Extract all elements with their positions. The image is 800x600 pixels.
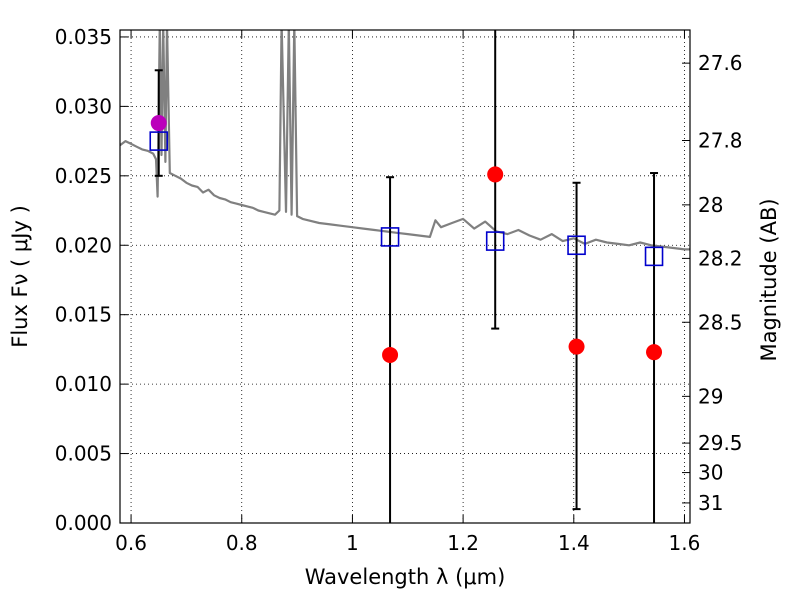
x-tick-label: 1: [346, 531, 359, 555]
x-tick-label: 0.6: [115, 531, 147, 555]
model-point: [644, 246, 664, 267]
x-tick-label: 1.6: [669, 531, 701, 555]
y-tick-label: 0.020: [55, 233, 112, 257]
y-axis-label: Flux Fν ( μJy ): [8, 205, 32, 348]
model-point: [567, 235, 586, 256]
series-layer: [120, 30, 690, 523]
mag-tick-label: 31: [698, 491, 723, 515]
data-point: [487, 166, 504, 183]
mag-tick-label: 27.8: [698, 129, 743, 153]
x-axis-label: Wavelength λ (μm): [305, 565, 506, 589]
model-point: [485, 231, 505, 251]
ticks: 0.6 0.8 1 1.2 1.4 1.6 0.000 0.005 0.010 0.015 0.02…: [55, 25, 743, 555]
mag-tick-label: 28: [698, 193, 723, 217]
mag-tick-label: 28.5: [698, 310, 743, 334]
mag-tick-label: 27.6: [698, 51, 743, 75]
mag-tick-label: 28.2: [698, 246, 743, 270]
y-tick-label: 0.015: [55, 303, 112, 327]
x-tick-label: 1.4: [558, 531, 590, 555]
data-point: [150, 115, 167, 132]
data-point: [382, 346, 399, 363]
y-tick-label: 0.030: [55, 94, 112, 118]
model-point: [380, 227, 400, 247]
model-point: [149, 131, 169, 151]
data-point: [568, 338, 585, 355]
y-tick-label: 0.025: [55, 164, 112, 188]
y-tick-label: 0.005: [55, 442, 112, 466]
x-tick-label: 0.8: [226, 531, 258, 555]
plot-frame: [119, 29, 691, 524]
right-axis-label: Magnitude (AB): [757, 198, 781, 361]
x-tick-label: 1.2: [447, 531, 479, 555]
y-tick-label: 0.010: [55, 372, 112, 396]
mag-tick-label: 29.5: [698, 431, 743, 455]
y-tick-label: 0.035: [55, 25, 112, 49]
template-spectrum-line: [120, 30, 690, 251]
mag-tick-label: 29: [698, 384, 723, 408]
data-point: [646, 344, 663, 361]
mag-tick-label: 30: [698, 461, 723, 485]
y-tick-label: 0.000: [55, 511, 112, 535]
